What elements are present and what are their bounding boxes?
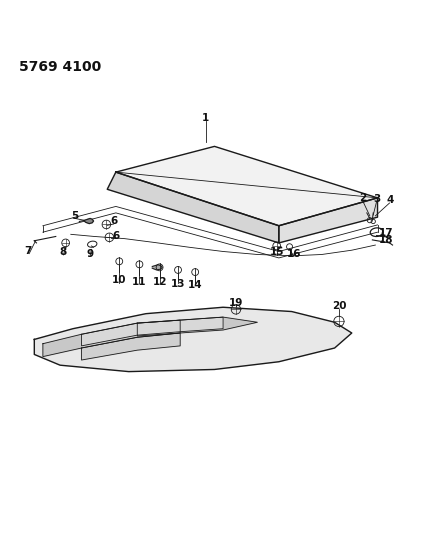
Text: 17: 17 — [379, 228, 393, 238]
Text: 3: 3 — [373, 193, 380, 204]
Text: 19: 19 — [229, 298, 243, 308]
Text: 9: 9 — [87, 248, 94, 259]
Text: 16: 16 — [287, 248, 301, 259]
Text: 12: 12 — [152, 277, 167, 287]
Polygon shape — [279, 198, 378, 243]
Text: 1: 1 — [202, 114, 209, 124]
Text: 7: 7 — [24, 246, 32, 256]
Text: 6: 6 — [112, 231, 119, 240]
Text: 18: 18 — [379, 235, 393, 245]
Text: 6: 6 — [110, 216, 117, 227]
Text: 8: 8 — [60, 247, 67, 257]
Polygon shape — [34, 307, 352, 372]
Text: 14: 14 — [188, 279, 202, 289]
Text: 20: 20 — [332, 301, 346, 311]
Text: 11: 11 — [132, 277, 147, 287]
Polygon shape — [107, 172, 279, 243]
Polygon shape — [137, 317, 257, 336]
Text: 4: 4 — [387, 195, 394, 205]
Text: 2: 2 — [359, 193, 366, 203]
Text: 13: 13 — [171, 279, 185, 289]
Text: 10: 10 — [112, 275, 127, 285]
Polygon shape — [84, 219, 94, 224]
Text: 5769 4100: 5769 4100 — [19, 60, 102, 74]
Polygon shape — [82, 317, 223, 346]
Text: 5: 5 — [72, 211, 79, 221]
Polygon shape — [152, 265, 162, 270]
Polygon shape — [43, 320, 180, 357]
Text: 15: 15 — [269, 247, 284, 257]
Polygon shape — [116, 147, 378, 226]
Polygon shape — [82, 333, 180, 360]
